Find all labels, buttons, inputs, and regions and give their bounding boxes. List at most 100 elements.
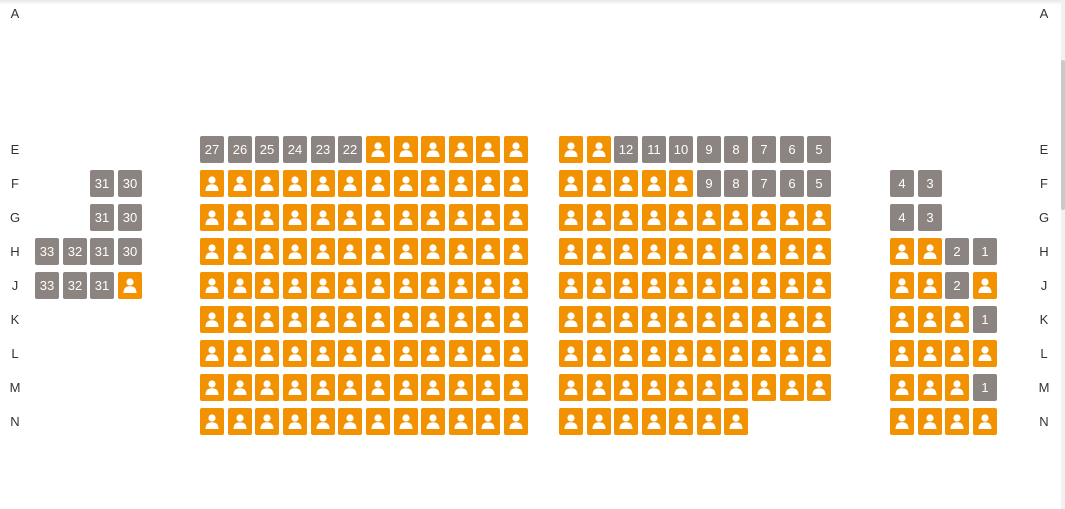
seat-available[interactable] xyxy=(255,170,279,197)
seat-available[interactable] xyxy=(311,374,335,401)
seat-available[interactable] xyxy=(724,340,748,367)
seat-sold[interactable]: 26 xyxy=(228,136,252,163)
seat-available[interactable] xyxy=(421,238,445,265)
seat-available[interactable] xyxy=(338,170,362,197)
seat-available[interactable] xyxy=(200,374,224,401)
seat-available[interactable] xyxy=(366,306,390,333)
seat-available[interactable] xyxy=(918,238,942,265)
seat-available[interactable] xyxy=(890,306,914,333)
seat-available[interactable] xyxy=(200,170,224,197)
seat-available[interactable] xyxy=(228,306,252,333)
seat-available[interactable] xyxy=(449,170,473,197)
seat-available[interactable] xyxy=(338,272,362,299)
seat-available[interactable] xyxy=(918,374,942,401)
seat-available[interactable] xyxy=(421,272,445,299)
seat-available[interactable] xyxy=(228,170,252,197)
seat-available[interactable] xyxy=(642,204,666,231)
seat-available[interactable] xyxy=(780,272,804,299)
seat-available[interactable] xyxy=(421,136,445,163)
seat-available[interactable] xyxy=(945,306,969,333)
seat-available[interactable] xyxy=(421,340,445,367)
seat-sold[interactable]: 30 xyxy=(118,204,142,231)
seat-available[interactable] xyxy=(559,306,583,333)
seat-available[interactable] xyxy=(614,204,638,231)
seat-available[interactable] xyxy=(642,408,666,435)
seat-available[interactable] xyxy=(587,204,611,231)
seat-available[interactable] xyxy=(476,340,500,367)
seat-available[interactable] xyxy=(366,272,390,299)
seat-available[interactable] xyxy=(918,272,942,299)
seat-available[interactable] xyxy=(642,238,666,265)
seat-available[interactable] xyxy=(504,306,528,333)
seat-available[interactable] xyxy=(504,408,528,435)
seat-available[interactable] xyxy=(697,408,721,435)
seat-available[interactable] xyxy=(945,340,969,367)
seat-available[interactable] xyxy=(366,238,390,265)
seat-available[interactable] xyxy=(476,170,500,197)
seat-available[interactable] xyxy=(283,238,307,265)
seat-sold[interactable]: 1 xyxy=(973,306,997,333)
seat-available[interactable] xyxy=(945,374,969,401)
seat-available[interactable] xyxy=(669,340,693,367)
seat-available[interactable] xyxy=(697,238,721,265)
seat-available[interactable] xyxy=(752,306,776,333)
seat-available[interactable] xyxy=(449,408,473,435)
seat-available[interactable] xyxy=(283,408,307,435)
seat-available[interactable] xyxy=(311,408,335,435)
seat-sold[interactable]: 31 xyxy=(90,272,114,299)
seat-available[interactable] xyxy=(476,374,500,401)
seat-available[interactable] xyxy=(200,306,224,333)
seat-sold[interactable]: 23 xyxy=(311,136,335,163)
seat-sold[interactable]: 1 xyxy=(973,238,997,265)
seat-available[interactable] xyxy=(200,204,224,231)
seat-available[interactable] xyxy=(118,272,142,299)
seat-available[interactable] xyxy=(449,306,473,333)
seat-available[interactable] xyxy=(559,136,583,163)
seat-sold[interactable]: 31 xyxy=(90,170,114,197)
seat-available[interactable] xyxy=(421,306,445,333)
seat-sold[interactable]: 33 xyxy=(35,238,59,265)
seat-available[interactable] xyxy=(228,272,252,299)
seat-wheelchair[interactable] xyxy=(697,0,721,30)
seat-sold[interactable]: 31 xyxy=(90,238,114,265)
seat-available[interactable] xyxy=(504,374,528,401)
seat-sold[interactable]: 32 xyxy=(63,272,87,299)
seat-available[interactable] xyxy=(890,238,914,265)
seat-available[interactable] xyxy=(614,374,638,401)
seat-available[interactable] xyxy=(697,374,721,401)
seat-sold[interactable]: 32 xyxy=(63,238,87,265)
seat-available[interactable] xyxy=(449,272,473,299)
seat-available[interactable] xyxy=(504,170,528,197)
seat-available[interactable] xyxy=(587,306,611,333)
seat-available[interactable] xyxy=(338,204,362,231)
seat-available[interactable] xyxy=(394,408,418,435)
seat-available[interactable] xyxy=(890,374,914,401)
seat-available[interactable] xyxy=(255,204,279,231)
seat-available[interactable] xyxy=(669,272,693,299)
seat-available[interactable] xyxy=(476,204,500,231)
seat-available[interactable] xyxy=(697,272,721,299)
seat-available[interactable] xyxy=(421,204,445,231)
seat-sold[interactable]: 9 xyxy=(697,136,721,163)
seat-available[interactable] xyxy=(449,374,473,401)
seat-available[interactable] xyxy=(338,306,362,333)
seat-available[interactable] xyxy=(366,408,390,435)
seat-available[interactable] xyxy=(973,408,997,435)
seat-available[interactable] xyxy=(587,340,611,367)
seat-sold[interactable]: 6 xyxy=(780,136,804,163)
seat-available[interactable] xyxy=(945,408,969,435)
seat-available[interactable] xyxy=(780,374,804,401)
seat-available[interactable] xyxy=(338,408,362,435)
seat-available[interactable] xyxy=(476,238,500,265)
seat-available[interactable] xyxy=(255,272,279,299)
seat-available[interactable] xyxy=(394,204,418,231)
seat-available[interactable] xyxy=(669,408,693,435)
seat-available[interactable] xyxy=(338,340,362,367)
seat-available[interactable] xyxy=(642,170,666,197)
seat-sold[interactable]: 3 xyxy=(918,170,942,197)
seat-available[interactable] xyxy=(669,170,693,197)
seat-available[interactable] xyxy=(669,204,693,231)
seat-available[interactable] xyxy=(587,272,611,299)
seat-available[interactable] xyxy=(918,306,942,333)
seat-available[interactable] xyxy=(283,170,307,197)
